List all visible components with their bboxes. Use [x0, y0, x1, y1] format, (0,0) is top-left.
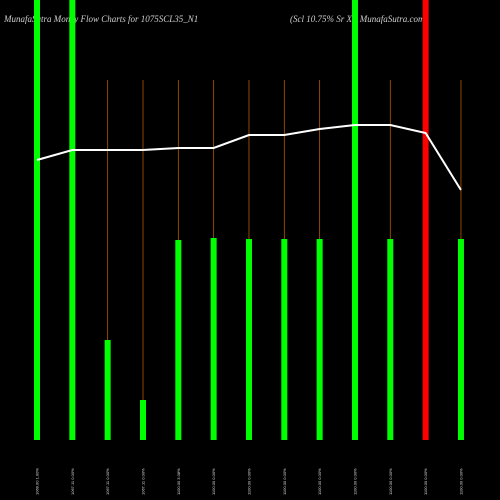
bar — [351, 0, 358, 440]
chart-title: MunafaSutra Money Flow Charts for 1075SC… — [3, 14, 198, 24]
bar — [139, 400, 146, 440]
bar — [387, 239, 394, 440]
x-tick-label: 1100.00 0.00% — [246, 468, 251, 495]
x-tick-label: 1068.00 1.00% — [35, 468, 40, 495]
bar — [104, 340, 111, 440]
x-tick-label: 1100.00 0.00% — [352, 468, 357, 495]
bar — [422, 0, 429, 440]
bar — [175, 240, 182, 440]
x-tick-label: 1100.00 0.00% — [388, 468, 393, 495]
x-tick-label: 1100.00 0.00% — [458, 468, 463, 495]
x-tick-label: 1100.00 0.00% — [282, 468, 287, 495]
x-tick-label: 1100.00 3.08% — [176, 468, 181, 495]
bar — [245, 239, 252, 440]
bar — [316, 239, 323, 440]
x-tick-label: 1067.11 0.00% — [105, 468, 110, 495]
bar — [210, 238, 217, 440]
bar — [34, 0, 40, 440]
bar — [69, 0, 76, 440]
bar — [457, 239, 464, 440]
x-tick-label: 1100.00 0.00% — [423, 468, 428, 495]
bar — [281, 239, 288, 440]
money-flow-line — [36, 124, 462, 191]
x-tick-label: 1067.11 0.00% — [140, 468, 145, 495]
x-tick-label: 1100.00 0.00% — [211, 468, 216, 495]
x-tick-label: 1100.00 0.00% — [317, 468, 322, 495]
x-tick-label: 1067.11 0.00% — [70, 468, 75, 495]
